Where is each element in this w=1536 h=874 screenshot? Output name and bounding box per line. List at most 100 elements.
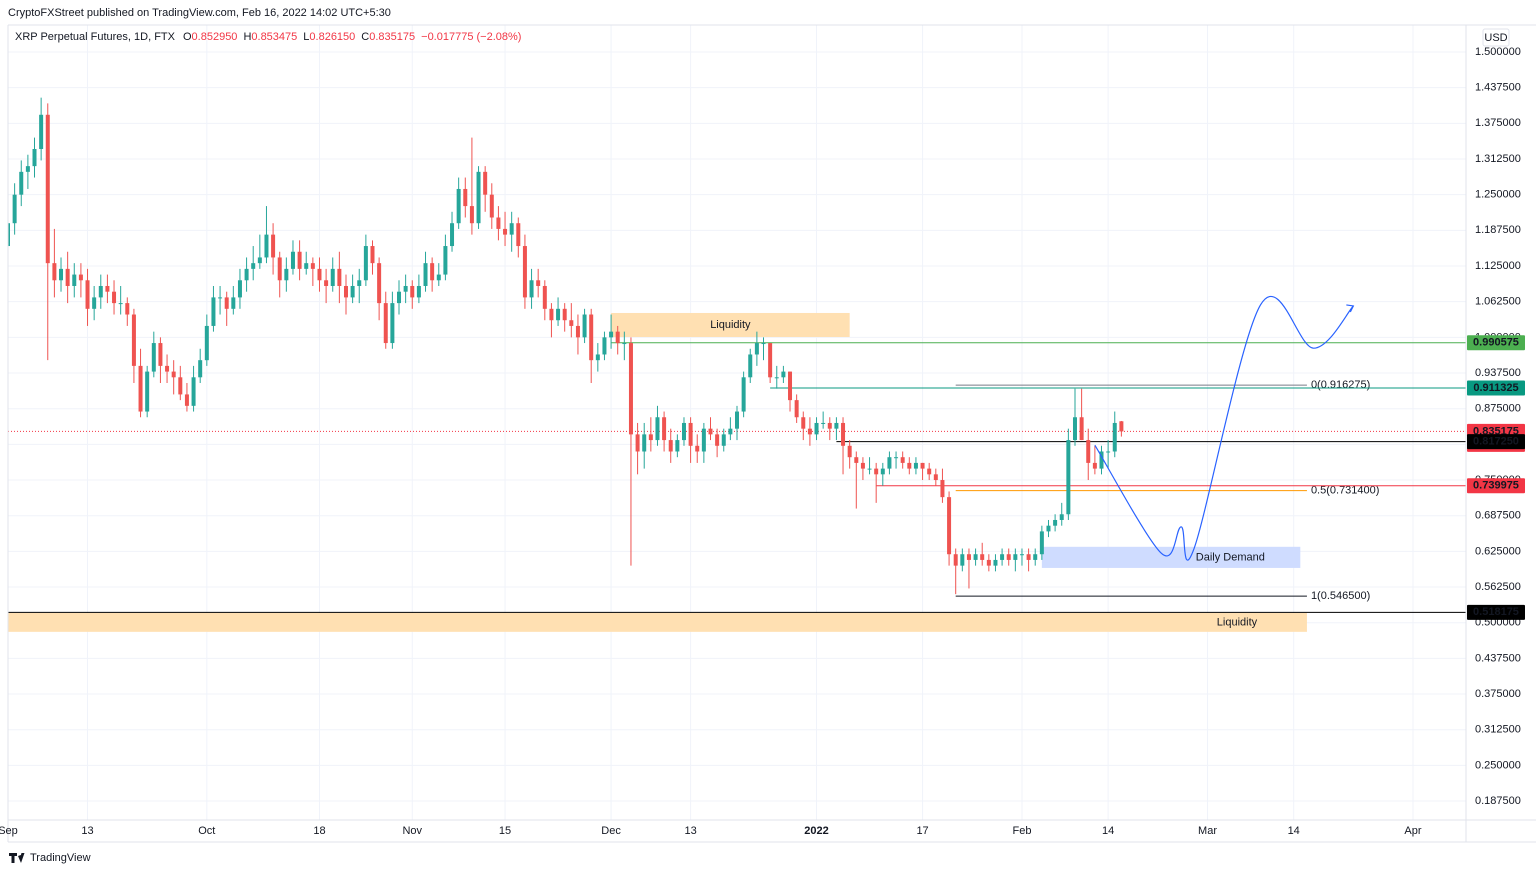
candle-body bbox=[1046, 525, 1051, 532]
candle-body bbox=[920, 462, 925, 469]
price-badge bbox=[1467, 604, 1525, 620]
candle-body bbox=[337, 268, 342, 286]
candle-body bbox=[728, 428, 733, 435]
candle-body bbox=[330, 268, 335, 286]
candle-body bbox=[894, 457, 899, 459]
candle-body bbox=[668, 440, 673, 452]
candle-body bbox=[522, 246, 527, 298]
currency-button[interactable]: USD bbox=[1482, 28, 1510, 47]
y-tick-label: 1.500000 bbox=[1475, 46, 1521, 58]
x-tick-label: Apr bbox=[1404, 825, 1421, 837]
candle-body bbox=[1019, 554, 1024, 556]
candle-body bbox=[801, 417, 806, 429]
candle-body bbox=[708, 428, 713, 435]
candle-body bbox=[635, 434, 640, 452]
zone-label: Daily Demand bbox=[1196, 551, 1265, 563]
candle-body bbox=[32, 149, 37, 167]
zone bbox=[1041, 546, 1301, 568]
y-tick-label: 1.437500 bbox=[1475, 82, 1521, 94]
candle-body bbox=[98, 285, 103, 298]
candle-body bbox=[1106, 451, 1111, 453]
candle-body bbox=[125, 303, 130, 315]
candle-body bbox=[589, 314, 594, 361]
candle-body bbox=[794, 400, 799, 418]
candle-body bbox=[536, 280, 541, 286]
candle-body bbox=[231, 297, 236, 309]
price-badge-label: 0.518175 bbox=[1473, 606, 1519, 618]
legend-value: 0.852950 bbox=[192, 31, 238, 43]
candle-body bbox=[145, 371, 150, 412]
candle-body bbox=[867, 468, 872, 470]
candle-body bbox=[1026, 554, 1031, 560]
candle-body bbox=[324, 280, 329, 286]
candle-body bbox=[575, 325, 580, 338]
zone bbox=[611, 312, 850, 338]
price-badge bbox=[1467, 478, 1525, 494]
candle-body bbox=[735, 411, 739, 429]
candle-body bbox=[701, 428, 706, 452]
footer-logo[interactable]: TradingView bbox=[9, 852, 91, 864]
candle-body bbox=[304, 263, 309, 269]
y-tick-label: 0.437500 bbox=[1475, 652, 1521, 664]
candle-body bbox=[655, 417, 660, 441]
y-tick-label: 1.062500 bbox=[1475, 296, 1521, 308]
candle-body bbox=[681, 422, 686, 441]
footer-brand[interactable]: TradingView bbox=[30, 852, 91, 864]
candle-body bbox=[317, 268, 322, 281]
candle-body bbox=[827, 422, 832, 429]
candle-body bbox=[257, 257, 262, 264]
candle-body bbox=[880, 468, 885, 475]
logo-icon[interactable] bbox=[9, 853, 25, 863]
candle-body bbox=[675, 440, 680, 452]
y-tick-label: 0.625000 bbox=[1475, 545, 1521, 557]
y-tick-label: 0.312500 bbox=[1475, 724, 1521, 736]
candle-body bbox=[476, 171, 481, 224]
candle-body bbox=[158, 343, 163, 366]
y-tick-label: 0.687500 bbox=[1475, 510, 1521, 522]
candle-body bbox=[12, 194, 17, 224]
candle-body bbox=[277, 257, 282, 281]
candle-body bbox=[854, 457, 859, 463]
candle-body bbox=[847, 445, 852, 458]
candle-body bbox=[131, 314, 136, 366]
candle-body bbox=[1053, 519, 1058, 526]
legend-value: 0.826150 bbox=[309, 31, 355, 43]
candle-body bbox=[788, 371, 793, 401]
candle-body bbox=[463, 188, 468, 207]
candle-body bbox=[1112, 422, 1117, 452]
zone-label: Liquidity bbox=[1217, 616, 1258, 628]
x-tick-label: 14 bbox=[1102, 825, 1114, 837]
candle-body bbox=[290, 251, 295, 269]
candle-body bbox=[377, 263, 382, 304]
candle-body bbox=[8, 223, 10, 247]
x-tick-label: Feb bbox=[1012, 825, 1031, 837]
candle-body bbox=[383, 303, 388, 344]
candle-body bbox=[184, 394, 189, 406]
candle-body bbox=[503, 228, 508, 235]
candle-body bbox=[933, 474, 938, 481]
candle-body bbox=[1079, 417, 1084, 441]
y-tick-label: 0.187500 bbox=[1475, 795, 1521, 807]
candle-body bbox=[628, 343, 633, 435]
candle-body bbox=[436, 274, 441, 281]
candle-body bbox=[423, 263, 428, 286]
candle-body bbox=[78, 274, 83, 281]
candle-body bbox=[860, 462, 865, 469]
candle-body bbox=[19, 171, 24, 195]
price-badge-label: 0.990575 bbox=[1473, 337, 1519, 349]
y-tick-label: 0.375000 bbox=[1475, 688, 1521, 700]
legend-key: C bbox=[361, 31, 369, 43]
candle-body bbox=[1013, 554, 1018, 560]
currency-box[interactable] bbox=[1482, 28, 1510, 47]
x-tick-label: 14 bbox=[1288, 825, 1300, 837]
currency[interactable]: USD bbox=[1484, 32, 1507, 44]
legend-key: H bbox=[243, 31, 251, 43]
candle-body bbox=[483, 171, 488, 195]
candle-body bbox=[986, 559, 991, 566]
candle-body bbox=[310, 263, 315, 269]
price-badge-label: 0.817250 bbox=[1473, 436, 1519, 448]
candle-body bbox=[887, 457, 892, 469]
candle-body bbox=[237, 280, 242, 298]
candle-body bbox=[973, 554, 978, 560]
candle-body bbox=[469, 206, 474, 224]
